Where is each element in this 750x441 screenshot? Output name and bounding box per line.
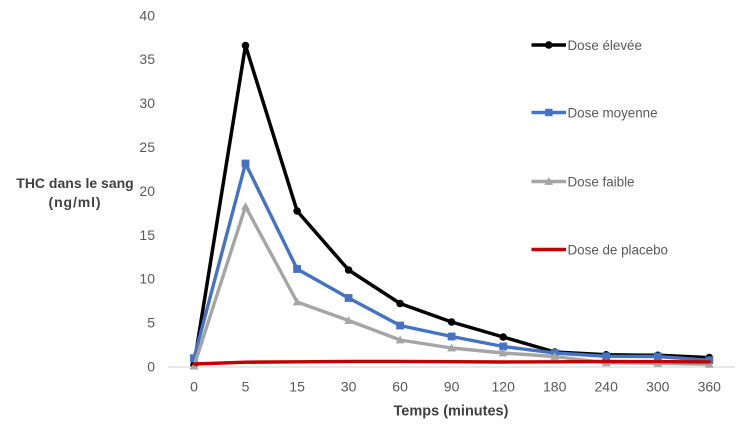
svg-text:60: 60	[392, 379, 408, 395]
svg-text:(ng/ml): (ng/ml)	[49, 194, 102, 210]
svg-text:0: 0	[190, 379, 198, 395]
svg-text:30: 30	[139, 95, 155, 111]
svg-text:120: 120	[492, 379, 516, 395]
svg-text:5: 5	[147, 315, 155, 331]
svg-text:THC dans le sang: THC dans le sang	[16, 175, 133, 191]
svg-text:Temps (minutes): Temps (minutes)	[394, 404, 509, 420]
svg-text:0: 0	[147, 359, 155, 375]
svg-text:30: 30	[341, 379, 357, 395]
svg-text:Dose élevée: Dose élevée	[568, 38, 642, 53]
svg-text:25: 25	[139, 139, 155, 155]
svg-text:35: 35	[139, 51, 155, 67]
svg-text:360: 360	[698, 379, 722, 395]
svg-text:Dose faible: Dose faible	[568, 174, 635, 189]
svg-text:15: 15	[139, 227, 155, 243]
svg-text:240: 240	[595, 379, 619, 395]
svg-text:15: 15	[289, 379, 305, 395]
svg-text:10: 10	[139, 271, 155, 287]
svg-text:40: 40	[139, 7, 155, 23]
svg-text:Dose moyenne: Dose moyenne	[568, 105, 658, 120]
svg-text:90: 90	[444, 379, 460, 395]
svg-text:300: 300	[646, 379, 670, 395]
svg-text:Dose de placebo: Dose de placebo	[568, 242, 669, 257]
svg-text:180: 180	[543, 379, 567, 395]
svg-text:5: 5	[242, 379, 250, 395]
svg-text:20: 20	[139, 183, 155, 199]
